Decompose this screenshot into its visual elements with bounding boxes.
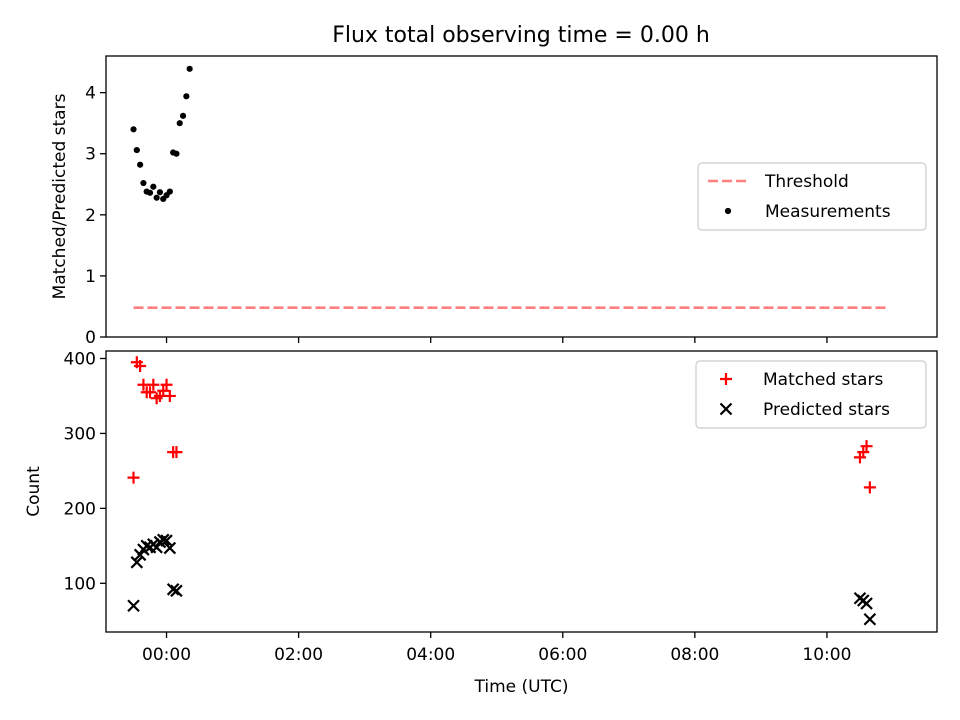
data-point <box>153 194 160 201</box>
x-axis-label: Time (UTC) <box>474 677 569 697</box>
y-tick-label: 400 <box>64 349 96 369</box>
axes-frame <box>105 350 938 633</box>
y-tick-label: 0 <box>85 328 96 348</box>
x-tick-label: 06:00 <box>538 645 587 665</box>
data-point <box>163 541 177 555</box>
data-point <box>140 179 147 187</box>
legend-swatch <box>724 207 732 215</box>
data-point <box>147 378 160 391</box>
y-axis-label: Matched/Predicted stars <box>50 93 70 299</box>
legend-box <box>697 162 927 231</box>
data-point <box>170 584 183 598</box>
data-point <box>160 378 173 391</box>
matched-stars-series <box>127 356 876 494</box>
data-point <box>183 93 190 100</box>
legend: Matched stars Predicted stars <box>695 360 927 429</box>
data-point <box>156 533 170 547</box>
y-tick-label: 2 <box>85 206 96 226</box>
legend-box <box>695 360 927 429</box>
x-tick-label: 04:00 <box>406 645 455 665</box>
data-point <box>186 65 193 72</box>
data-point <box>163 389 176 402</box>
ratio-panel: 0 1 2 3 4 Matched/Predicted stars Threshold Mea… <box>50 55 938 348</box>
x-tick-label: 08:00 <box>670 645 719 665</box>
y-tick-label: 200 <box>64 499 96 519</box>
measurements-series <box>130 65 193 203</box>
data-point <box>130 126 137 133</box>
data-point <box>133 146 140 154</box>
y-tick-label: 1 <box>85 267 96 287</box>
data-point <box>173 150 180 157</box>
data-point <box>127 599 140 613</box>
data-point <box>130 556 144 569</box>
data-point <box>160 534 173 547</box>
data-point <box>166 583 180 596</box>
data-point <box>176 120 183 127</box>
count-panel: 100 200 300 400 00:00 02:00 04:00 06:00 08:00 10:… <box>24 349 938 697</box>
data-point <box>860 597 873 610</box>
data-point <box>144 386 157 399</box>
data-point <box>863 612 877 626</box>
legend-swatch <box>719 402 733 416</box>
x-tick-label: 02:00 <box>274 645 323 665</box>
predicted-stars-series <box>127 533 877 626</box>
x-tick-label: 00:00 <box>142 645 191 665</box>
data-point <box>156 189 164 196</box>
y-tick-label: 4 <box>85 84 96 104</box>
data-point <box>137 161 144 168</box>
data-point <box>150 183 157 190</box>
data-point <box>863 481 876 494</box>
data-point <box>860 440 873 453</box>
data-point <box>134 359 147 372</box>
legend-label: Matched stars <box>763 370 883 390</box>
y-tick-label: 3 <box>85 145 96 165</box>
data-point <box>166 188 173 195</box>
legend-swatch <box>720 373 732 385</box>
data-point <box>170 446 183 459</box>
y-tick-label: 300 <box>64 424 96 444</box>
data-point <box>127 471 140 484</box>
legend-label: Measurements <box>765 202 891 222</box>
data-point <box>179 112 187 119</box>
axes-frame <box>105 55 938 338</box>
y-axis-label: Count <box>24 466 44 517</box>
y-tick-label: 100 <box>64 574 96 594</box>
legend-label: Threshold <box>764 172 849 192</box>
data-point <box>146 189 154 196</box>
legend-label: Predicted stars <box>763 400 890 420</box>
figure-title: Flux total observing time = 0.00 h <box>332 23 710 48</box>
legend: Threshold Measurements <box>697 162 927 231</box>
x-tick-label: 10:00 <box>802 645 851 665</box>
